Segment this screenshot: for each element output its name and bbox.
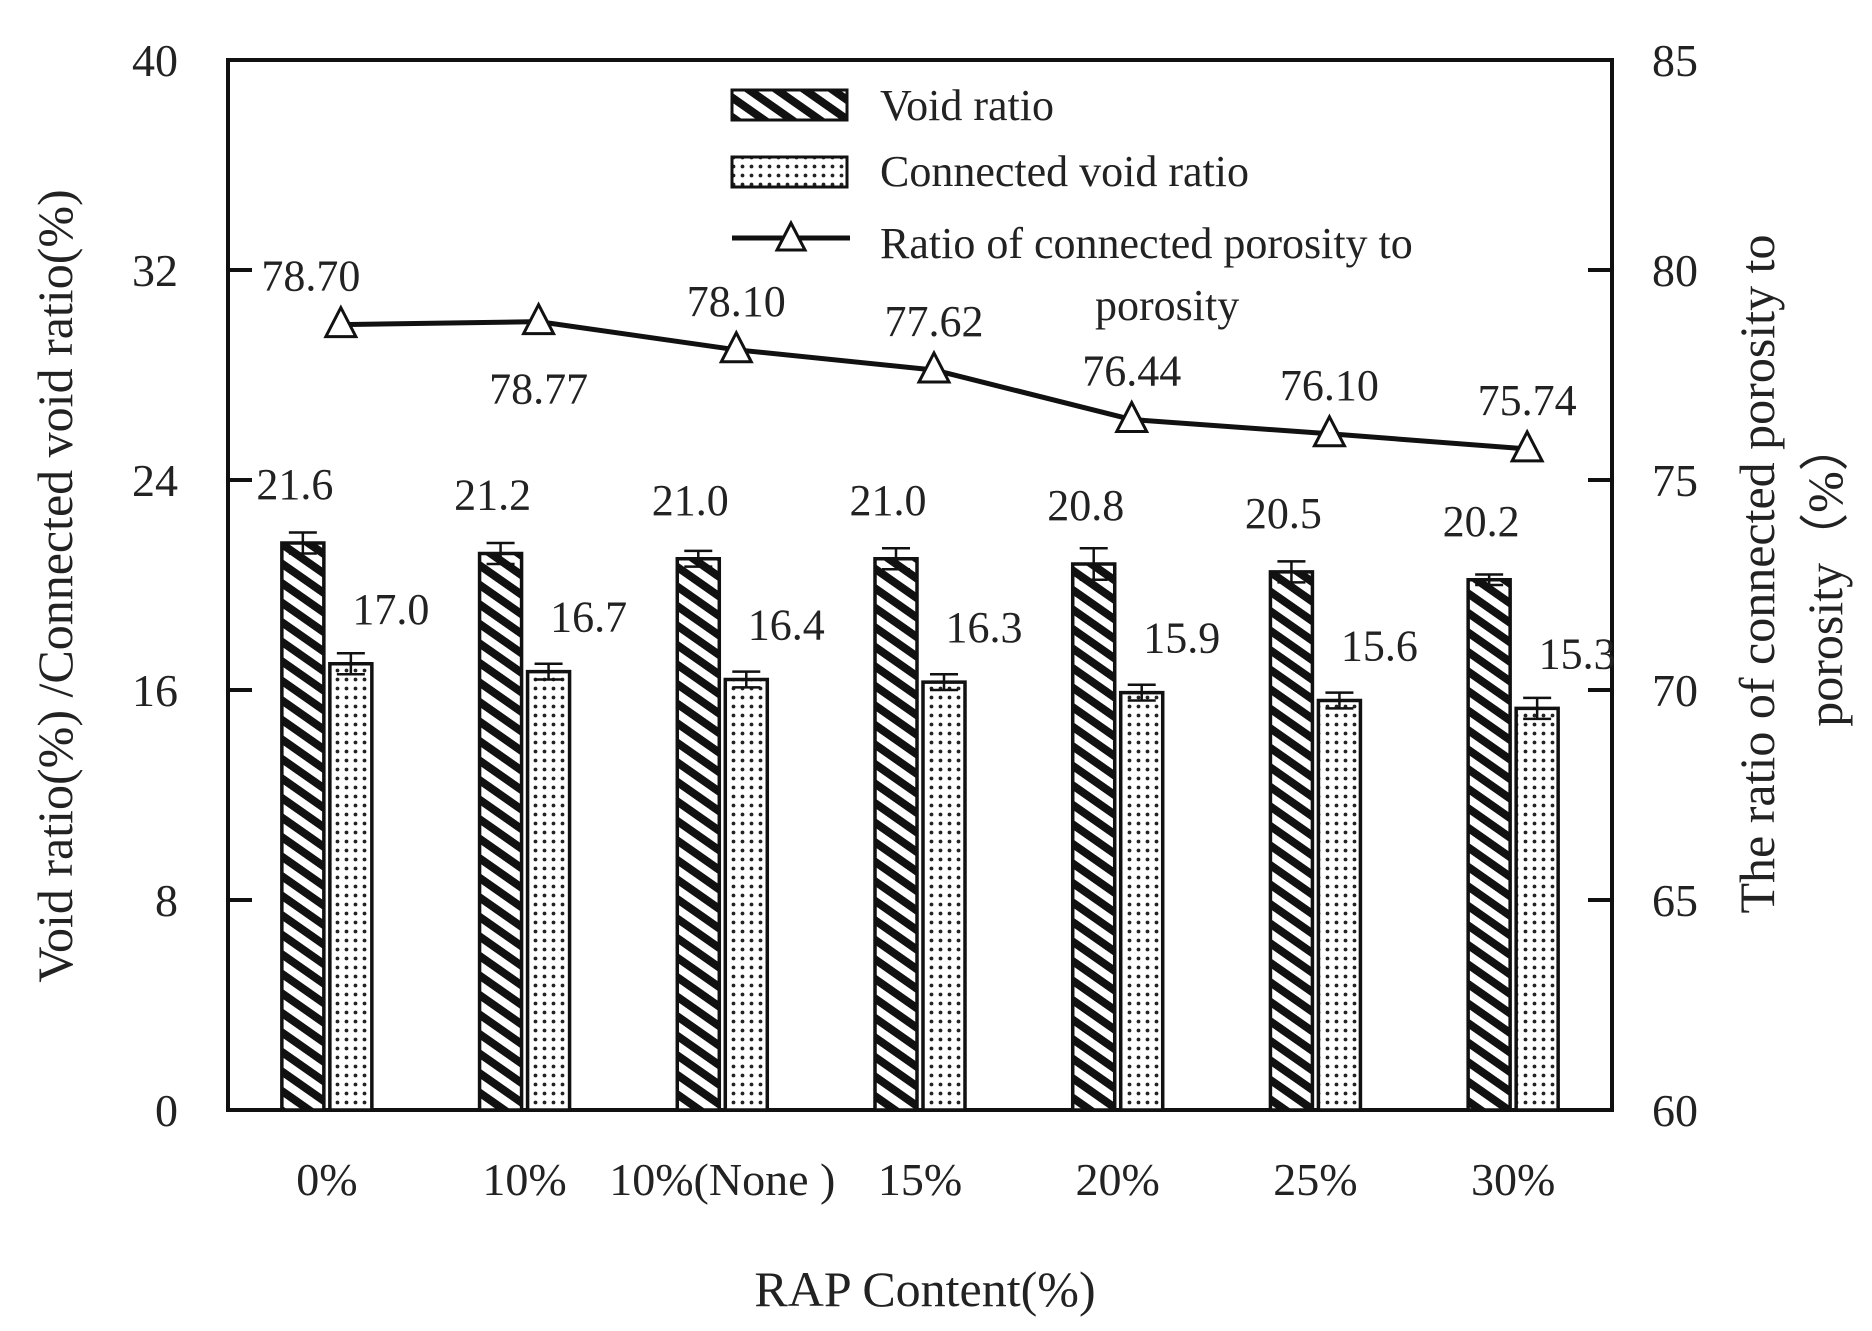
y-tick-label-right: 85 — [1652, 35, 1698, 86]
line-layer — [323, 301, 1545, 463]
ratio-marker — [323, 304, 359, 339]
x-tick-label: 30% — [1471, 1154, 1555, 1205]
legend-label-ratio-line2: porosity — [1095, 281, 1239, 330]
plot-frame — [226, 58, 1614, 1112]
data-label-void-ratio: 21.6 — [256, 460, 333, 509]
data-label-ratio: 78.70 — [261, 252, 360, 301]
legend-label-ratio-line1: Ratio of connected porosity to — [880, 219, 1413, 268]
bar-void-ratio — [1070, 562, 1117, 1112]
bar-connected-void-ratio — [525, 669, 572, 1112]
data-label-void-ratio: 20.5 — [1245, 489, 1322, 538]
ratio-marker — [521, 301, 557, 336]
x-tick-label: 25% — [1273, 1154, 1357, 1205]
y-tick-label-right: 60 — [1652, 1085, 1698, 1136]
x-tick-label: 0% — [296, 1154, 357, 1205]
bar-void-ratio — [1466, 578, 1512, 1112]
x-tick-label: 10% — [482, 1154, 566, 1205]
data-label-ratio: 75.74 — [1478, 376, 1577, 425]
data-label-ratio: 77.62 — [885, 297, 984, 346]
ratio-marker — [718, 329, 754, 364]
data-label-connected-void-ratio: 16.4 — [748, 601, 825, 650]
y-tick-label-left: 24 — [132, 455, 178, 506]
legend-triangle-marker — [774, 219, 808, 252]
legend-swatch-connected-void-ratio — [730, 155, 849, 189]
y-tick-label-left: 40 — [132, 35, 178, 86]
y-axis-title-right-line1: The ratio of connected porosity to — [1729, 235, 1785, 914]
bar-void-ratio — [1268, 570, 1315, 1112]
data-label-ratio: 76.10 — [1280, 361, 1379, 410]
bar-connected-void-ratio — [1118, 690, 1165, 1112]
y-tick-label-left: 8 — [155, 875, 178, 926]
x-tick-label: 15% — [878, 1154, 962, 1205]
x-tick-label: 20% — [1076, 1154, 1160, 1205]
bar-connected-void-ratio — [1316, 698, 1363, 1112]
legend-label-connected-void-ratio: Connected void ratio — [880, 147, 1249, 196]
data-label-void-ratio: 21.0 — [652, 476, 729, 525]
labels-layer: 21.6 21.2 21.0 21.0 20.8 20.5 20.2 17.0 16.7 16.4… — [256, 252, 1615, 679]
x-axis-title: RAP Content(%) — [754, 1261, 1095, 1317]
bar-connected-void-ratio — [328, 662, 374, 1112]
bar-void-ratio — [873, 557, 919, 1112]
y-axis-title-left: Void ratio(%) /Connected void ratio(%) — [27, 189, 83, 982]
y-tick-label-right: 70 — [1652, 665, 1698, 716]
bars-layer — [280, 531, 1560, 1112]
y-tick-label-left: 32 — [132, 245, 178, 296]
y-axis-title-right-line2: porosity（%） — [1797, 421, 1853, 727]
ratio-marker — [1509, 428, 1545, 463]
y-tick-label-right: 65 — [1652, 875, 1698, 926]
data-label-connected-void-ratio: 15.6 — [1341, 622, 1418, 671]
data-label-ratio: 78.77 — [489, 365, 588, 414]
y-tick-label-right: 80 — [1652, 245, 1698, 296]
y-tick-label-right: 75 — [1652, 455, 1698, 506]
legend-swatch-void-ratio — [730, 88, 849, 122]
ratio-marker — [1114, 399, 1150, 434]
data-label-void-ratio: 21.2 — [454, 471, 531, 520]
data-label-connected-void-ratio: 16.3 — [946, 603, 1023, 652]
data-label-void-ratio: 20.8 — [1047, 481, 1124, 530]
bar-void-ratio — [280, 541, 326, 1112]
data-label-void-ratio: 21.0 — [850, 476, 927, 525]
data-label-connected-void-ratio: 15.3 — [1539, 629, 1616, 678]
legend: Void ratio Connected void ratio Ratio of… — [730, 81, 1413, 330]
data-label-connected-void-ratio: 16.7 — [550, 593, 627, 642]
y-tick-label-left: 0 — [155, 1085, 178, 1136]
data-label-void-ratio: 20.2 — [1443, 497, 1520, 546]
x-tick-label: 10%(None ) — [609, 1154, 835, 1205]
data-label-connected-void-ratio: 15.9 — [1143, 614, 1220, 663]
axes-layer: 0 8 16 24 32 40 60 65 70 75 80 85 0% 10% 10%(None ) 15%… — [132, 35, 1698, 1205]
data-label-connected-void-ratio: 17.0 — [352, 585, 429, 634]
bar-void-ratio — [675, 557, 722, 1112]
bar-connected-void-ratio — [723, 677, 770, 1112]
y-tick-label-left: 16 — [132, 665, 178, 716]
legend-label-void-ratio: Void ratio — [880, 81, 1054, 130]
data-label-ratio: 78.10 — [687, 277, 786, 326]
bar-connected-void-ratio — [921, 680, 967, 1112]
data-label-ratio: 76.44 — [1082, 347, 1181, 396]
bar-void-ratio — [477, 551, 524, 1112]
bar-connected-void-ratio — [1514, 706, 1560, 1112]
ratio-marker — [916, 349, 952, 384]
ratio-marker — [1311, 413, 1347, 448]
